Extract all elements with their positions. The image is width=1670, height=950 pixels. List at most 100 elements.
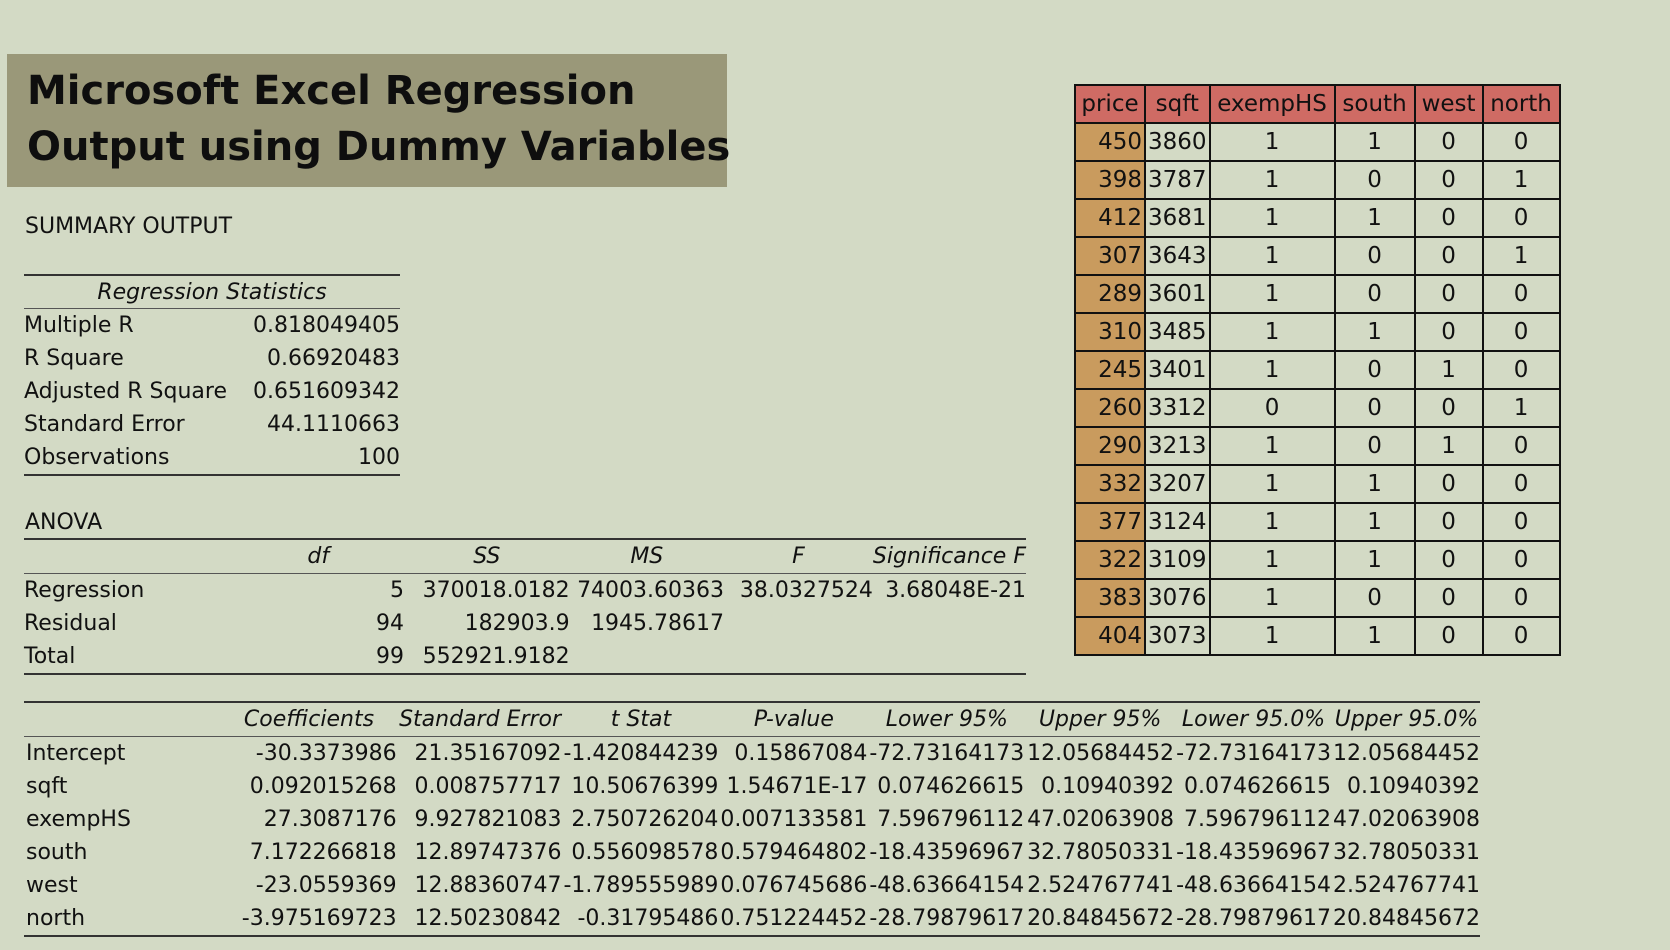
anova-cell: 552921.9182 <box>403 640 570 675</box>
coefficient-cell: 12.50230842 <box>396 902 562 937</box>
column-header: Upper 95% <box>1024 701 1175 737</box>
coefficient-cell: 47.02063908 <box>1333 807 1480 832</box>
data-cell-north: 0 <box>1481 578 1561 618</box>
coefficient-cell: 2.750726204 <box>571 807 719 832</box>
data-cell-south: 1 <box>1333 464 1416 504</box>
anova-cell: 1945.78617 <box>591 611 725 636</box>
data-cell-sqft: 3681 <box>1144 198 1211 238</box>
column-header <box>24 538 233 574</box>
table-row: Regression 5 370018.0182 74003.60363 38.… <box>24 574 1026 608</box>
regression-statistics-header: Regression Statistics <box>24 274 400 309</box>
table-row: 260 3312 0 0 0 1 <box>1074 388 1561 428</box>
data-cell-north: 0 <box>1481 426 1561 466</box>
data-cell-west: 0 <box>1413 464 1484 504</box>
coefficient-cell: -28.79879617 <box>867 902 1025 937</box>
table-row: 245 3401 1 0 1 0 <box>1074 350 1561 390</box>
coefficient-cell: 20.84845672 <box>1024 902 1175 937</box>
column-header: south <box>1333 84 1416 124</box>
coefficient-cell: 12.88360747 <box>414 873 562 898</box>
table-row: 383 3076 1 0 0 0 <box>1074 578 1561 618</box>
data-cell-west: 0 <box>1413 236 1484 276</box>
data-cell-price: 260 <box>1074 388 1146 428</box>
coefficient-row-label: Intercept <box>26 741 126 766</box>
data-cell-exempHS: 1 <box>1208 426 1336 466</box>
coefficient-cell: 7.596796112 <box>1184 807 1331 832</box>
coefficient-cell: 0.751224452 <box>718 902 868 937</box>
anova-cell: Total <box>24 640 233 675</box>
data-cell-price: 310 <box>1074 312 1146 352</box>
anova-cell <box>873 607 1026 640</box>
coefficient-row-label: west <box>26 873 78 898</box>
coefficient-cell: -48.63664154 <box>869 873 1025 898</box>
data-cell-sqft: 3076 <box>1144 578 1211 618</box>
coefficient-cell: 0.15867084 <box>734 741 868 766</box>
table-row: 290 3213 1 0 1 0 <box>1074 426 1561 466</box>
coefficient-cell: 0.076745686 <box>720 873 868 898</box>
data-cell-south: 0 <box>1333 350 1416 390</box>
column-header <box>24 701 220 737</box>
data-cell-west: 0 <box>1413 198 1484 238</box>
data-cell-south: 0 <box>1333 160 1416 200</box>
coefficient-cell: 47.02063908 <box>1027 807 1175 832</box>
table-row: 307 3643 1 0 0 1 <box>1074 236 1561 276</box>
table-row: exempHS 27.3087176 9.927821083 2.750726204 0… <box>24 803 1480 836</box>
data-cell-south: 1 <box>1333 616 1416 656</box>
column-header: SS <box>403 538 570 574</box>
data-cell-exempHS: 1 <box>1208 540 1336 580</box>
data-cell-south: 1 <box>1333 122 1416 162</box>
coefficient-cell: -1.789555989 <box>563 873 719 898</box>
coefficient-cell: -28.79879617 <box>1174 902 1331 937</box>
anova-cell: 3.68048E-21 <box>885 578 1026 603</box>
coefficient-cell: 10.50676399 <box>571 774 719 799</box>
anova-cell: 74003.60363 <box>577 578 725 603</box>
data-cell-north: 0 <box>1481 540 1561 580</box>
data-cell-exempHS: 1 <box>1208 312 1336 352</box>
data-cell-exempHS: 1 <box>1208 616 1336 656</box>
data-cell-price: 245 <box>1074 350 1146 390</box>
column-header: exempHS <box>1208 84 1336 124</box>
data-cell-south: 0 <box>1333 236 1416 276</box>
data-cell-price: 404 <box>1074 616 1146 656</box>
table-row: 450 3860 1 1 0 0 <box>1074 122 1561 162</box>
anova-cell: 5 <box>389 578 404 603</box>
title-line-1: Microsoft Excel Regression <box>27 68 636 114</box>
data-cell-north: 1 <box>1481 236 1561 276</box>
data-cell-west: 0 <box>1413 540 1484 580</box>
table-row: Multiple R 0.818049405 <box>24 309 400 343</box>
table-row: 404 3073 1 1 0 0 <box>1074 616 1561 656</box>
column-header: Lower 95.0% <box>1174 701 1331 737</box>
data-cell-price: 412 <box>1074 198 1146 238</box>
data-cell-exempHS: 1 <box>1208 502 1336 542</box>
data-cell-north: 0 <box>1481 122 1561 162</box>
coefficients-table: Coefficients Standard Error t Stat P-val… <box>24 701 1480 937</box>
anova-cell <box>724 640 873 675</box>
anova-cell: Residual <box>24 611 117 636</box>
data-cell-north: 1 <box>1481 160 1561 200</box>
anova-cell <box>569 640 725 675</box>
data-cell-exempHS: 0 <box>1208 388 1336 428</box>
column-header: df <box>232 538 404 574</box>
data-cell-sqft: 3207 <box>1144 464 1211 504</box>
coefficient-cell: 0.074626615 <box>1184 774 1331 799</box>
column-header: MS <box>569 538 725 574</box>
coefficient-row-label: north <box>24 902 220 937</box>
table-row: 412 3681 1 1 0 0 <box>1074 198 1561 238</box>
data-cell-south: 0 <box>1333 274 1416 314</box>
data-header-row: price sqft exempHS south west north <box>1074 84 1561 124</box>
coefficient-cell: -23.0559369 <box>255 873 397 898</box>
coefficient-row-label: sqft <box>26 774 68 799</box>
summary-output-label: SUMMARY OUTPUT <box>25 214 233 239</box>
data-sample-table: price sqft exempHS south west north 450 3… <box>1074 84 1561 656</box>
coefficient-cell: 0.556098578 <box>571 840 719 865</box>
data-cell-sqft: 3860 <box>1144 122 1211 162</box>
data-cell-west: 0 <box>1413 274 1484 314</box>
data-cell-north: 0 <box>1481 464 1561 504</box>
data-cell-west: 0 <box>1413 160 1484 200</box>
coefficient-cell: 0.008757717 <box>414 774 562 799</box>
data-cell-sqft: 3401 <box>1144 350 1211 390</box>
table-row: Adjusted R Square 0.651609342 <box>24 375 400 408</box>
table-row: 310 3485 1 1 0 0 <box>1074 312 1561 352</box>
coefficient-cell: 21.35167092 <box>414 741 562 766</box>
stat-value: 0.66920483 <box>267 346 400 371</box>
data-cell-north: 0 <box>1481 502 1561 542</box>
